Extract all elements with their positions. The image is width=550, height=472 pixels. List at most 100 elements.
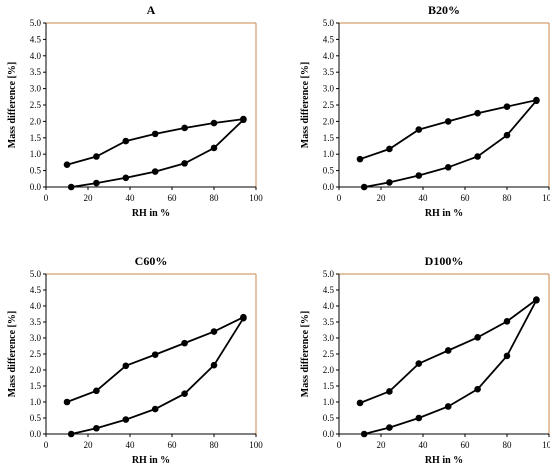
- x-tick-label: 60: [168, 193, 178, 203]
- y-tick-label: 3.0: [30, 84, 42, 94]
- chart-title: A: [147, 3, 156, 17]
- data-point: [386, 179, 393, 186]
- y-tick-label: 3.0: [323, 84, 335, 94]
- data-point: [122, 416, 130, 423]
- data-point: [181, 124, 188, 132]
- y-tick-label: 0.5: [323, 413, 335, 423]
- y-tick-label: 1.0: [30, 397, 42, 407]
- data-point: [240, 115, 247, 123]
- y-axis-label: Mass difference [%]: [300, 62, 311, 148]
- y-tick-label: 2.0: [30, 365, 42, 375]
- data-point: [63, 161, 71, 168]
- data-point: [93, 179, 100, 187]
- x-tick-label: 0: [337, 193, 342, 203]
- x-tick-label: 100: [542, 440, 550, 450]
- series-line-0: [363, 299, 538, 435]
- x-tick-label: 40: [419, 440, 429, 450]
- x-tick-label: 60: [168, 440, 178, 450]
- data-point: [444, 118, 452, 125]
- series-line-0: [364, 100, 538, 188]
- x-tick-label: 80: [210, 440, 220, 450]
- data-point: [93, 153, 100, 160]
- data-point: [415, 126, 423, 133]
- chart-title: C60%: [135, 254, 168, 268]
- data-point: [415, 360, 423, 367]
- chart-panel-0: 0.0 0.5 1.0 1.5 2.0 2.5 3.0 3.5 4.0 4.5 5.0 0 20 40 60…: [7, 3, 263, 219]
- data-point: [415, 414, 423, 422]
- y-tick-label: 2.5: [30, 100, 42, 110]
- data-point: [210, 144, 218, 152]
- data-point: [444, 403, 452, 410]
- y-tick-label: 2.0: [30, 116, 42, 126]
- y-tick-label: 2.0: [323, 116, 335, 126]
- data-point: [533, 296, 540, 303]
- data-point: [360, 183, 368, 191]
- data-point: [356, 155, 364, 163]
- x-tick-label: 80: [210, 193, 220, 203]
- y-tick-label: 0.0: [30, 182, 42, 192]
- data-point: [122, 174, 130, 182]
- data-point: [93, 387, 100, 395]
- y-tick-label: 4.5: [30, 285, 42, 295]
- data-point: [474, 385, 481, 393]
- data-point: [474, 109, 481, 117]
- y-tick-label: 1.5: [30, 381, 42, 391]
- series-line-0: [70, 317, 245, 435]
- chart-title: B20%: [428, 3, 460, 17]
- x-tick-label: 20: [377, 440, 387, 450]
- y-tick-label: 5.0: [30, 18, 42, 28]
- x-tick-label: 0: [337, 440, 342, 450]
- data-point: [444, 347, 452, 354]
- data-point: [67, 183, 75, 191]
- y-tick-label: 1.5: [323, 133, 335, 143]
- y-tick-label: 5.0: [30, 269, 42, 279]
- y-tick-label: 0.5: [30, 166, 42, 176]
- x-tick-label: 20: [377, 193, 387, 203]
- data-point: [240, 313, 247, 321]
- y-axis-label: Mass difference [%]: [7, 62, 18, 148]
- y-tick-label: 4.0: [30, 51, 42, 61]
- data-point: [503, 103, 511, 110]
- y-tick-label: 3.5: [323, 317, 335, 327]
- y-tick-label: 1.0: [323, 397, 335, 407]
- x-tick-label: 60: [461, 193, 471, 203]
- data-point: [533, 96, 540, 104]
- y-tick-label: 4.0: [323, 301, 335, 311]
- data-point: [474, 153, 481, 160]
- x-tick-label: 80: [503, 440, 513, 450]
- x-axis-label: RH in %: [425, 208, 463, 219]
- data-point: [415, 172, 423, 179]
- x-tick-label: 0: [44, 440, 49, 450]
- y-tick-label: 0.0: [323, 429, 335, 439]
- y-tick-label: 1.5: [30, 133, 42, 143]
- chart-panel-2: 0.0 0.5 1.0 1.5 2.0 2.5 3.0 3.5 4.0 4.5 5.0 0 20 40 60…: [7, 254, 263, 466]
- x-axis-label: RH in %: [425, 455, 463, 466]
- x-tick-label: 40: [126, 440, 136, 450]
- x-tick-label: 0: [44, 193, 49, 203]
- y-tick-label: 1.5: [323, 381, 335, 391]
- y-tick-label: 2.5: [30, 349, 42, 359]
- y-tick-label: 0.0: [323, 182, 335, 192]
- data-point: [151, 405, 159, 413]
- chart-panel-3: 0.0 0.5 1.0 1.5 2.0 2.5 3.0 3.5 4.0 4.5 5.0 0 20 40 60…: [300, 254, 550, 466]
- data-point: [151, 351, 159, 358]
- data-point: [63, 398, 71, 406]
- y-tick-label: 5.0: [323, 18, 335, 28]
- data-point: [474, 334, 481, 341]
- chart-panel-1: 0.0 0.5 1.0 1.5 2.0 2.5 3.0 3.5 4.0 4.5 5.0 0 20 40 60…: [300, 3, 550, 219]
- data-point: [151, 130, 159, 138]
- y-tick-label: 0.5: [323, 166, 335, 176]
- y-tick-label: 2.0: [323, 365, 335, 375]
- data-point: [210, 119, 218, 127]
- data-point: [503, 318, 511, 325]
- y-tick-label: 3.5: [323, 67, 335, 77]
- x-tick-label: 60: [461, 440, 471, 450]
- data-point: [444, 164, 452, 171]
- data-point: [210, 328, 218, 335]
- x-tick-label: 20: [84, 193, 94, 203]
- x-tick-label: 100: [249, 440, 263, 450]
- data-point: [151, 168, 159, 175]
- x-tick-label: 100: [249, 193, 263, 203]
- data-point: [210, 361, 218, 369]
- data-point: [122, 137, 130, 145]
